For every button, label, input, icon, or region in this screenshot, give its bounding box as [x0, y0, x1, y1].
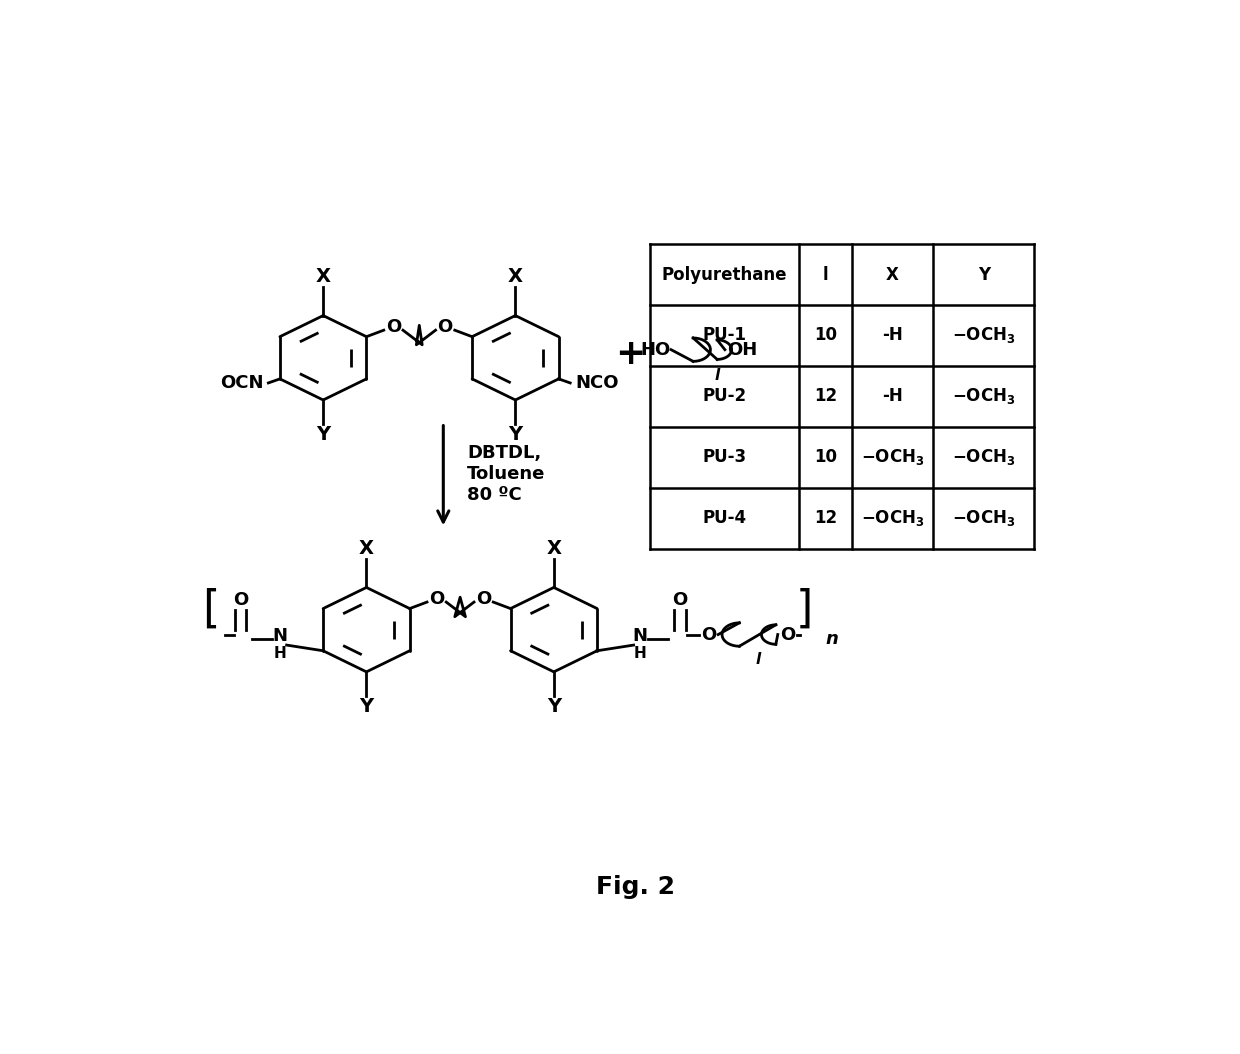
Text: X: X [547, 539, 562, 558]
Text: $\mathbf{-OCH_3}$: $\mathbf{-OCH_3}$ [952, 387, 1016, 407]
Text: $\mathbf{-OCH_3}$: $\mathbf{-OCH_3}$ [952, 508, 1016, 528]
Text: NCO: NCO [575, 374, 619, 392]
Text: $\mathbf{-OCH_3}$: $\mathbf{-OCH_3}$ [952, 447, 1016, 467]
Text: PU-2: PU-2 [702, 387, 746, 406]
Text: H: H [634, 646, 647, 661]
Text: $\mathbf{-OCH_3}$: $\mathbf{-OCH_3}$ [861, 447, 924, 467]
Text: N: N [632, 627, 647, 645]
Text: +: + [615, 336, 646, 371]
Text: Fig. 2: Fig. 2 [596, 875, 675, 899]
Text: PU-3: PU-3 [702, 448, 746, 466]
Text: O: O [438, 318, 453, 336]
Text: O: O [780, 625, 795, 644]
Text: l: l [756, 652, 761, 667]
Text: 10: 10 [813, 327, 837, 345]
Text: PU-4: PU-4 [702, 509, 746, 527]
Text: X: X [358, 539, 374, 558]
Text: O: O [429, 590, 444, 608]
Text: HO: HO [641, 340, 671, 358]
Text: OH: OH [727, 340, 758, 358]
Text: 12: 12 [813, 509, 837, 527]
Text: N: N [273, 627, 288, 645]
Text: -H: -H [882, 327, 903, 345]
Text: H: H [274, 646, 286, 661]
Text: [: [ [202, 588, 219, 631]
Text: Y: Y [978, 266, 990, 284]
Text: X: X [316, 267, 331, 286]
Text: OCN: OCN [219, 374, 264, 392]
Text: X: X [887, 266, 899, 284]
Text: X: X [508, 267, 523, 286]
Text: O: O [233, 591, 248, 609]
Text: $\mathbf{-OCH_3}$: $\mathbf{-OCH_3}$ [861, 508, 924, 528]
Text: $\mathbf{-OCH_3}$: $\mathbf{-OCH_3}$ [952, 326, 1016, 346]
Text: O: O [701, 625, 717, 644]
Text: ]: ] [796, 588, 813, 631]
Text: O: O [476, 590, 491, 608]
Text: n: n [826, 630, 838, 648]
Text: l: l [822, 266, 828, 284]
Text: DBTDL,
Toluene
80 ºC: DBTDL, Toluene 80 ºC [467, 444, 546, 504]
Text: O: O [386, 318, 401, 336]
Text: l: l [714, 368, 719, 383]
Text: 12: 12 [813, 387, 837, 406]
Text: O: O [672, 591, 687, 609]
Text: Polyurethane: Polyurethane [662, 266, 787, 284]
Text: Y: Y [547, 698, 560, 717]
Text: 10: 10 [813, 448, 837, 466]
Text: Y: Y [316, 426, 330, 445]
Text: -H: -H [882, 387, 903, 406]
Text: Y: Y [508, 426, 522, 445]
Text: Y: Y [360, 698, 373, 717]
Text: PU-1: PU-1 [702, 327, 746, 345]
